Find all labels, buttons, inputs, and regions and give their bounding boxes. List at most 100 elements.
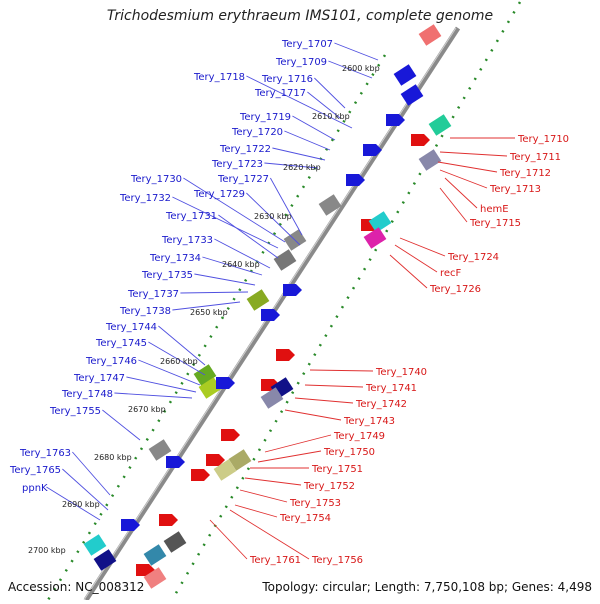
gene-arrow — [346, 174, 365, 186]
gene-block — [83, 534, 107, 556]
gene-block — [273, 249, 297, 271]
label-leader — [183, 177, 286, 243]
gene-block — [428, 114, 452, 136]
gene-label-right: Tery_1761 — [249, 555, 301, 566]
label-leader — [444, 177, 478, 209]
label-leader — [334, 42, 379, 61]
label-leader — [294, 397, 354, 404]
kbp-tick-label: 2680 kbp — [94, 453, 132, 462]
kbp-tick-label: 2620 kbp — [283, 163, 321, 172]
gene-label-left: Tery_1716 — [261, 74, 313, 85]
gene-label-right: Tery_1754 — [279, 513, 331, 524]
map-title: Trichodesmium erythraeum IMS101, complet… — [106, 8, 494, 24]
gene-label-right: Tery_1751 — [311, 464, 363, 475]
gene-label-left: Tery_1744 — [105, 322, 157, 333]
label-leader — [284, 130, 331, 151]
outer-tick-ring — [170, 1, 522, 601]
gene-block — [198, 377, 222, 399]
gene-label-right: hemE — [480, 204, 509, 215]
label-leader — [314, 77, 346, 109]
label-leader — [309, 369, 374, 372]
gene-label-left: Tery_1723 — [211, 159, 263, 170]
gene-block — [368, 211, 392, 233]
gene-arrow — [191, 469, 210, 481]
gene-label-right: Tery_1750 — [323, 447, 375, 458]
gene-label-right: Tery_1726 — [429, 284, 481, 295]
gene-label-left: Tery_1707 — [281, 39, 333, 50]
gene-label-left: Tery_1720 — [231, 127, 283, 138]
gene-label-left: ppnK — [22, 483, 48, 494]
kbp-tick-label: 2700 kbp — [28, 546, 66, 555]
kbp-tick-label: 2650 kbp — [190, 308, 228, 317]
gene-label-right: Tery_1724 — [447, 252, 499, 263]
label-leader — [126, 376, 197, 393]
label-leader — [148, 341, 206, 376]
label-leader — [46, 486, 101, 521]
label-leaders — [46, 42, 515, 560]
label-leader — [62, 468, 109, 511]
gene-label-left: Tery_1746 — [85, 356, 137, 367]
kbp-tick-label: 2630 kbp — [254, 212, 292, 221]
label-leader — [437, 161, 498, 173]
gene-label-left: Tery_1748 — [61, 389, 113, 400]
gene-label-left: Tery_1718 — [193, 72, 245, 83]
label-leader — [138, 359, 201, 386]
label-leader — [102, 409, 141, 441]
label-leader — [202, 256, 263, 276]
gene-block — [318, 194, 342, 216]
label-leader — [72, 451, 111, 496]
label-leader — [214, 238, 271, 269]
kbp-tick-label: 2600 kbp — [342, 64, 380, 73]
label-leader — [304, 384, 364, 388]
label-leader — [272, 147, 326, 161]
kbp-tick-label: 2610 kbp — [312, 112, 350, 121]
accession-label: Accession: NC_008312 — [8, 580, 145, 594]
label-leader — [439, 187, 468, 223]
gene-label-right: Tery_1712 — [499, 168, 551, 179]
label-leader — [284, 409, 342, 421]
label-leader — [234, 504, 278, 518]
gene-label-right: Tery_1756 — [311, 555, 363, 566]
kbp-scale: 2600 kbp 2610 kbp 2620 kbp 2630 kbp 2640 kbp… — [28, 64, 380, 555]
gene-block — [143, 567, 167, 589]
gene-label-right: Tery_1749 — [333, 431, 385, 442]
gene-label-left: Tery_1765 — [9, 465, 61, 476]
gene-label-right: Tery_1713 — [489, 184, 541, 195]
gene-block — [400, 84, 424, 106]
gene-block — [163, 531, 187, 553]
gene-arrow — [386, 114, 405, 126]
gene-arrow — [216, 377, 235, 389]
gene-block — [246, 289, 270, 311]
gene-block — [213, 459, 237, 481]
label-leader — [394, 244, 438, 273]
gene-label-left: Tery_1755 — [49, 406, 101, 417]
label-leader — [270, 177, 303, 236]
gene-label-left: Tery_1722 — [219, 144, 271, 155]
label-leader — [158, 325, 206, 366]
label-leader — [172, 301, 241, 311]
gene-arrow — [221, 429, 240, 441]
label-leader — [439, 169, 488, 189]
gene-block — [363, 227, 387, 249]
label-leader — [264, 162, 319, 169]
gene-label-left: Tery_1729 — [193, 189, 245, 200]
kbp-tick-label: 2640 kbp — [222, 260, 260, 269]
label-leader — [257, 450, 322, 463]
label-leader — [399, 237, 446, 257]
gene-arrow — [206, 454, 225, 466]
gene-label-right: Tery_1715 — [469, 218, 521, 229]
inner-tick-ring — [46, 54, 387, 601]
label-leader — [244, 477, 302, 486]
gene-block — [93, 549, 117, 571]
topology-label: Topology: circular; Length: 7,750,108 bp… — [262, 580, 592, 594]
gene-label-left: Tery_1735 — [141, 270, 193, 281]
gene-label-left: Tery_1719 — [239, 112, 291, 123]
gene-label-left: Tery_1738 — [119, 306, 171, 317]
label-leader — [246, 75, 353, 129]
gene-label-left: Tery_1730 — [130, 174, 182, 185]
gene-arrow — [283, 284, 302, 296]
gene-label-left: Tery_1717 — [254, 88, 306, 99]
gene-block — [148, 439, 172, 461]
kbp-tick-label: 2670 kbp — [128, 405, 166, 414]
